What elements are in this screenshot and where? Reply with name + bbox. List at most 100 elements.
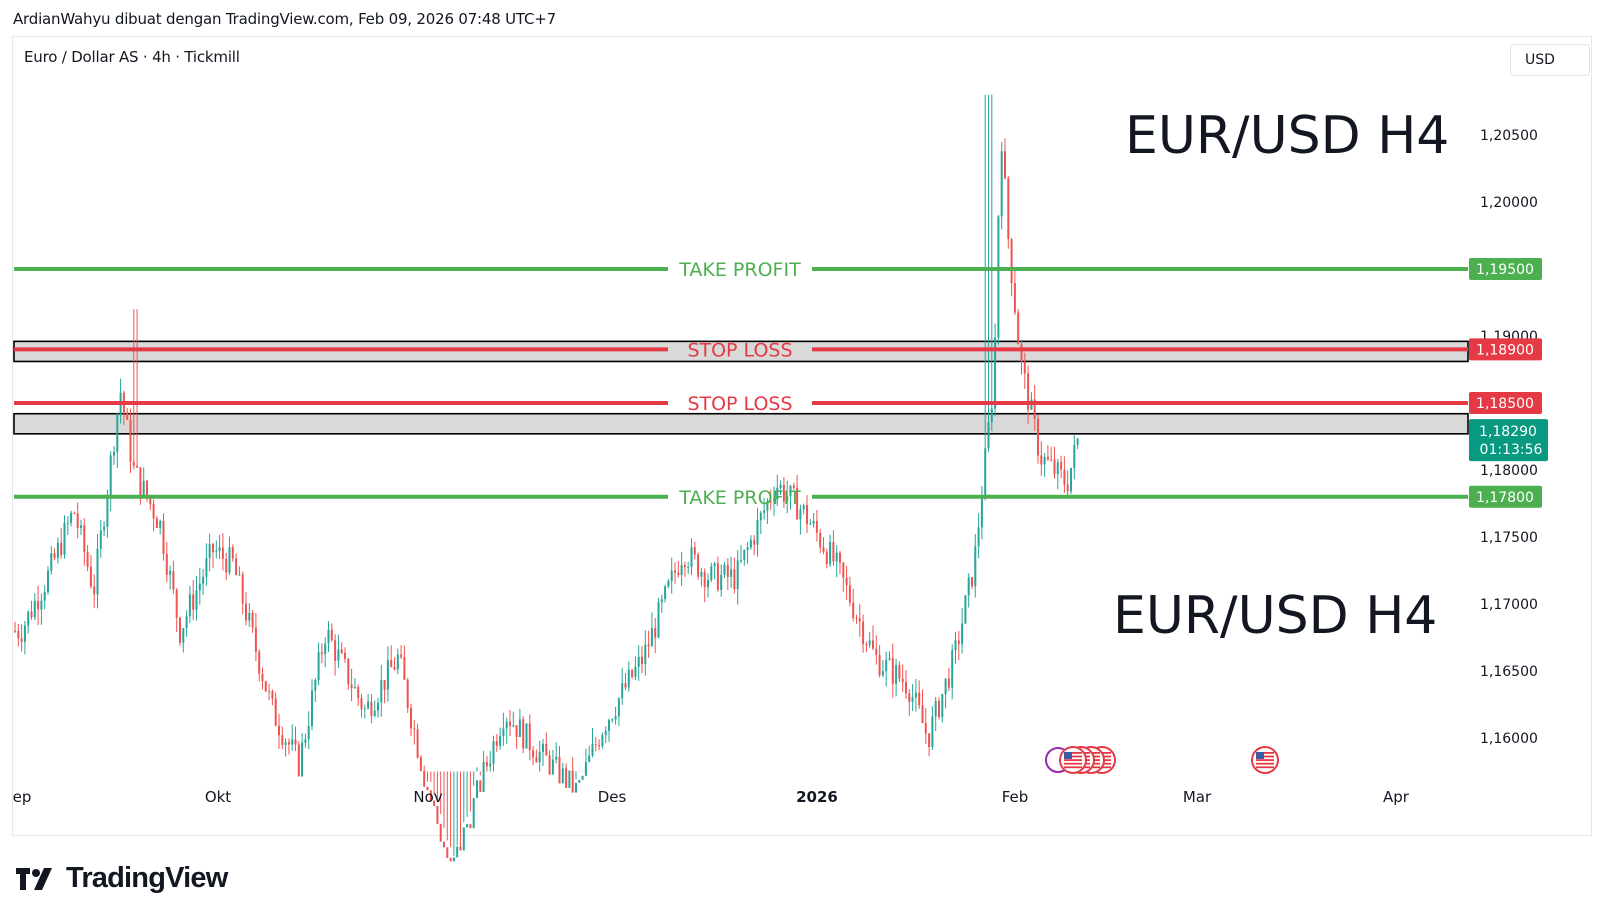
- candle: [568, 770, 571, 788]
- candle: [195, 575, 198, 621]
- candle: [621, 667, 624, 705]
- candle-body: [608, 720, 610, 731]
- candle-body: [370, 701, 373, 716]
- candle-body: [301, 742, 304, 777]
- candle: [987, 94, 990, 452]
- candle-body: [23, 625, 26, 643]
- candle: [410, 703, 412, 737]
- candle: [931, 706, 934, 751]
- candle: [30, 600, 33, 620]
- candle-body: [165, 553, 168, 575]
- candle-body: [707, 579, 709, 588]
- candle: [245, 591, 247, 626]
- brand-footer[interactable]: TradingView: [16, 862, 228, 895]
- candle: [961, 608, 964, 654]
- candle-body: [670, 570, 673, 581]
- candle: [1066, 470, 1069, 496]
- candle-body: [198, 583, 201, 591]
- candle: [624, 672, 627, 690]
- candle-body: [868, 640, 871, 645]
- candle: [1043, 453, 1046, 477]
- candle-body: [245, 603, 247, 621]
- candle: [383, 680, 386, 704]
- candle: [707, 573, 709, 598]
- candle: [670, 557, 673, 594]
- candle-body: [624, 683, 627, 688]
- candle: [23, 620, 26, 655]
- candle: [476, 767, 478, 799]
- candle: [251, 609, 254, 633]
- candle: [1056, 458, 1059, 490]
- candle: [469, 771, 472, 829]
- candle-body: [825, 551, 828, 565]
- candle-body: [248, 612, 251, 621]
- candle-body: [1050, 459, 1053, 461]
- candle: [373, 700, 376, 718]
- candle: [852, 588, 855, 622]
- candle-body: [961, 623, 964, 645]
- candle: [113, 446, 115, 465]
- candle-body: [1046, 456, 1049, 460]
- candle-body: [142, 480, 145, 497]
- candle: [324, 637, 327, 668]
- candle: [542, 738, 544, 767]
- candle: [40, 593, 43, 625]
- currency-selector-button[interactable]: USD: [1510, 44, 1590, 76]
- candle: [99, 520, 102, 558]
- badge-price-label: 1,17800: [1476, 490, 1534, 506]
- candle: [802, 503, 805, 515]
- candle: [281, 726, 284, 750]
- candle: [809, 519, 812, 525]
- candle: [1070, 467, 1072, 494]
- candle-body: [657, 602, 660, 638]
- candle: [43, 585, 46, 610]
- candle: [353, 678, 356, 689]
- candle-body: [159, 520, 162, 528]
- candle-body: [627, 669, 630, 688]
- candle-body: [390, 659, 393, 668]
- candle-body: [941, 694, 944, 718]
- candle: [901, 664, 904, 693]
- candle-body: [832, 541, 835, 562]
- candle: [400, 645, 403, 660]
- candle: [1053, 446, 1056, 479]
- candle: [594, 737, 597, 752]
- candle-body: [456, 846, 459, 858]
- candle: [535, 749, 538, 763]
- candle-body: [185, 616, 188, 629]
- candle-body: [241, 574, 244, 604]
- candle: [944, 678, 947, 709]
- candle-body: [113, 451, 115, 456]
- candle-body: [436, 806, 439, 824]
- candle-body: [987, 422, 990, 449]
- candle-body: [924, 723, 927, 734]
- candle-body: [443, 841, 445, 848]
- candle: [172, 560, 175, 594]
- candle: [647, 630, 650, 658]
- candle: [895, 659, 898, 697]
- candle: [957, 630, 960, 661]
- price-tick-label: 1,18000: [1480, 463, 1538, 479]
- candle-body: [848, 585, 851, 603]
- candle-body: [984, 448, 987, 499]
- price-zone: [13, 340, 1469, 363]
- candle-body: [617, 698, 620, 717]
- candle-body: [403, 656, 406, 680]
- candle-body: [812, 520, 815, 524]
- badge-price-label: 1,19500: [1476, 262, 1534, 278]
- candle-body: [647, 644, 650, 647]
- candle: [786, 480, 789, 514]
- candle: [845, 566, 848, 601]
- candle: [730, 556, 733, 589]
- candle: [274, 692, 277, 727]
- candle: [83, 518, 86, 566]
- candle-body: [109, 455, 112, 496]
- candles-layer: [14, 94, 1079, 862]
- candle-body: [410, 707, 412, 729]
- candle: [1004, 138, 1006, 180]
- candle-body: [977, 527, 980, 547]
- candle: [132, 309, 135, 470]
- candle-body: [479, 780, 482, 792]
- price-tick-label: 1,20000: [1480, 195, 1538, 211]
